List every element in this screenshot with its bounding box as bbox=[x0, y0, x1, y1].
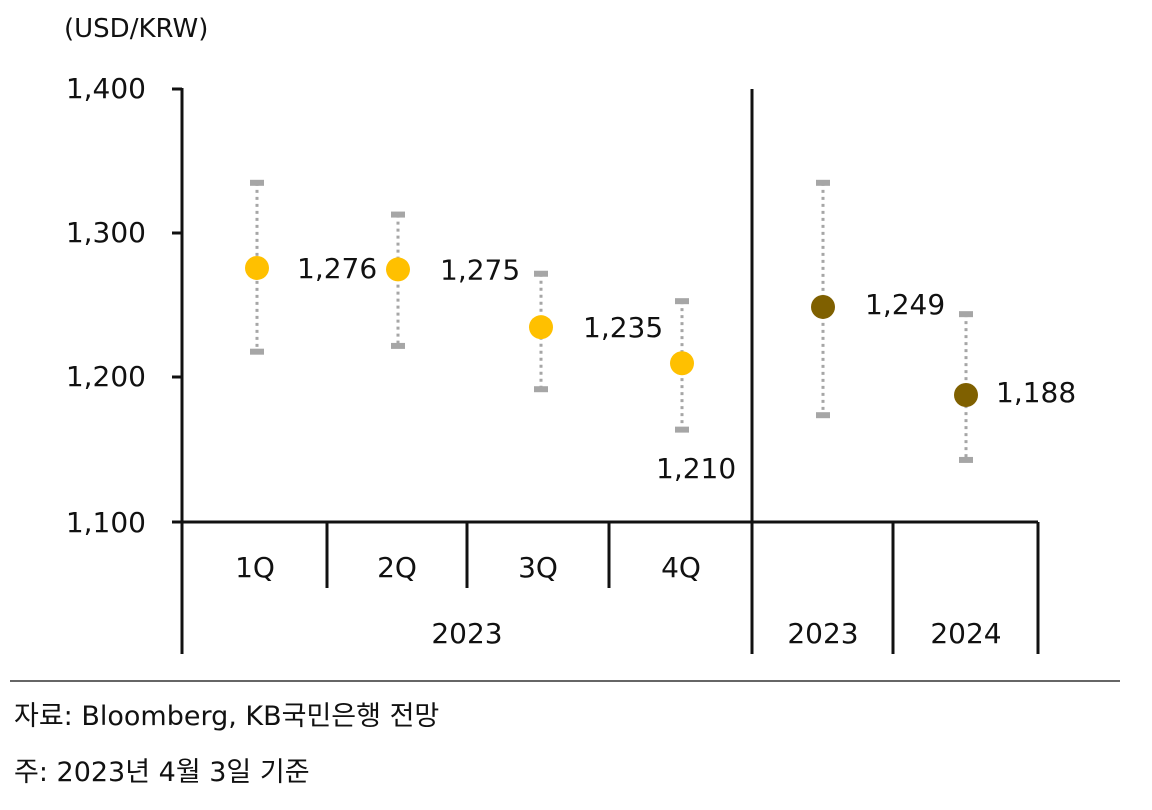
y-tick-label-1200: 1,200 bbox=[66, 360, 146, 393]
point-1q bbox=[245, 255, 269, 280]
x-label-2023-annual: 2023 bbox=[787, 617, 858, 650]
x-label-4q: 4Q bbox=[661, 551, 701, 584]
y-tick-labels: 1,400 1,300 1,200 1,100 bbox=[66, 72, 146, 539]
date-note: 주: 2023년 4월 3일 기준 bbox=[14, 757, 310, 788]
y-tick-label-1100: 1,100 bbox=[66, 506, 146, 539]
y-tick-label-1400: 1,400 bbox=[66, 72, 146, 105]
data-label-4q: 1,210 bbox=[656, 452, 736, 485]
point-2q bbox=[386, 257, 410, 282]
data-label-annual-2023: 1,249 bbox=[865, 288, 945, 321]
data-label-annual-2024: 1,188 bbox=[996, 376, 1076, 409]
data-label-1q: 1,276 bbox=[297, 252, 377, 285]
data-label-3q: 1,235 bbox=[583, 311, 663, 344]
x-label-3q: 3Q bbox=[518, 551, 558, 584]
data-label-2q: 1,275 bbox=[440, 253, 520, 286]
source-note: 자료: Bloomberg, KB국민은행 전망 bbox=[14, 701, 440, 732]
x-label-1q: 1Q bbox=[235, 551, 275, 584]
x-category-labels: 1Q 2Q 3Q 4Q 2023 2023 2024 bbox=[235, 551, 1002, 650]
point-4q bbox=[670, 351, 694, 376]
point-annual-2023 bbox=[811, 294, 835, 319]
x-label-2024-annual: 2024 bbox=[930, 617, 1001, 650]
point-3q bbox=[529, 315, 553, 340]
y-tick-label-1300: 1,300 bbox=[66, 216, 146, 249]
y-axis-unit-label: (USD/KRW) bbox=[64, 14, 208, 44]
point-annual-2024 bbox=[954, 382, 978, 407]
x-label-2q: 2Q bbox=[377, 551, 417, 584]
x-group-label-2023: 2023 bbox=[431, 617, 502, 650]
chart-marks: 1,276 1,275 1,235 1,210 1,249 1,188 bbox=[245, 179, 1076, 485]
axes bbox=[172, 87, 1040, 654]
